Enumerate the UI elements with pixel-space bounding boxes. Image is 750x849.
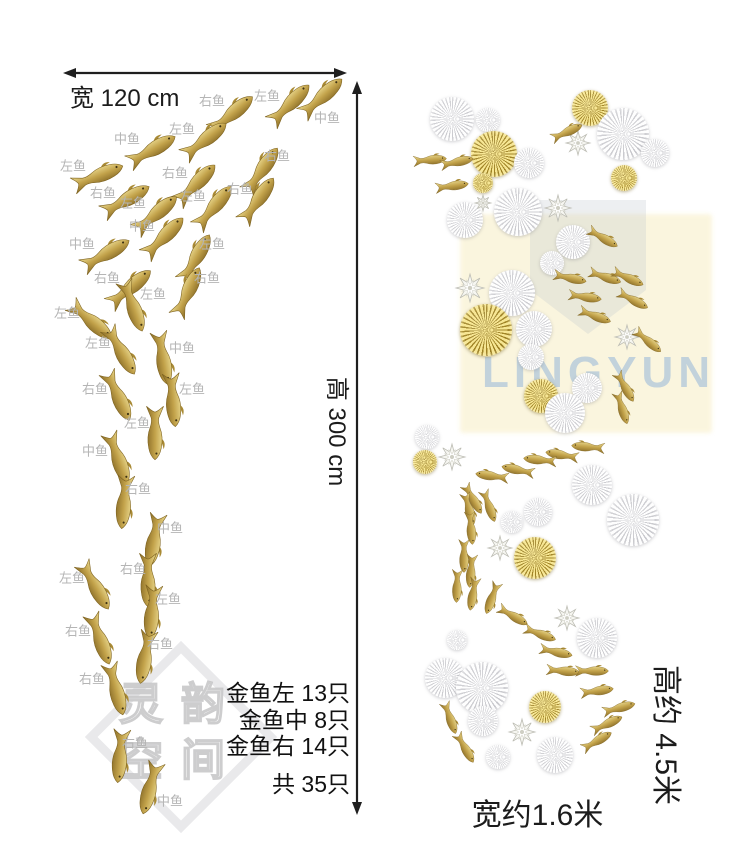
fish-position-label: 中鱼	[68, 236, 96, 252]
fish-position-label: 中鱼	[113, 131, 141, 147]
fish-position-label: 左鱼	[139, 286, 167, 302]
fish-position-label: 右鱼	[64, 623, 92, 639]
fish-position-label: 右鱼	[78, 671, 106, 687]
fish-position-label: 左鱼	[59, 158, 87, 174]
silver-lotus-leaf	[415, 425, 439, 449]
fish-position-label: 右鱼	[161, 165, 189, 181]
fish-position-label: 右鱼	[121, 735, 149, 751]
fish-position-label: 左鱼	[178, 381, 206, 397]
fish-position-label: 右鱼	[198, 93, 226, 109]
gold-lotus-leaf	[473, 173, 493, 193]
height-dimension-label: 高 300 cm	[323, 376, 350, 487]
fish-position-label: 右鱼	[124, 481, 152, 497]
gold-lotus-leaf	[460, 304, 512, 356]
height-dimension-arrow	[352, 81, 362, 815]
silver-lotus-leaf	[540, 251, 564, 275]
gold-lotus-leaf	[413, 450, 437, 474]
fish-position-label: 左鱼	[179, 188, 207, 204]
silver-lotus-leaf	[556, 225, 590, 259]
fish-position-label: 中鱼	[156, 793, 184, 809]
white-lotus-flower	[473, 193, 493, 213]
white-lotus-flower	[437, 442, 467, 472]
fish-position-label: 中鱼	[313, 110, 341, 126]
small-gold-fish	[451, 730, 479, 766]
silver-lotus-leaf	[456, 662, 508, 714]
fish-position-label: 中鱼	[168, 340, 196, 356]
silver-lotus-leaf	[494, 188, 542, 236]
fish-position-label: 左鱼	[253, 88, 281, 104]
count-mid-fish: 金鱼中 8只	[238, 707, 350, 733]
silver-lotus-leaf	[577, 618, 617, 658]
count-right-fish: 金鱼右 14只	[226, 733, 350, 759]
fish-position-label: 中鱼	[156, 520, 184, 536]
gold-lotus-leaf	[514, 537, 556, 579]
small-gold-fish	[579, 682, 615, 699]
fish-position-label: 左鱼	[84, 335, 112, 351]
fish-position-label: 右鱼	[81, 381, 109, 397]
gold-lotus-leaf	[529, 691, 561, 723]
seal-char: 间	[180, 735, 226, 786]
white-lotus-flower	[507, 717, 537, 747]
silver-lotus-leaf	[524, 498, 552, 526]
fish-position-label: 右鱼	[93, 270, 121, 286]
fish-position-label: 右鱼	[193, 270, 221, 286]
white-lotus-flower	[543, 193, 573, 223]
fish-position-label: 右鱼	[263, 148, 291, 164]
count-total-fish: 共 35只	[272, 771, 350, 797]
white-lotus-flower	[486, 534, 514, 562]
white-lotus-flower	[613, 323, 641, 351]
silver-lotus-leaf	[572, 465, 612, 505]
gold-lotus-leaf	[471, 131, 517, 177]
fish-position-label: 左鱼	[119, 195, 147, 211]
silver-lotus-leaf	[607, 494, 659, 546]
fish-position-label: 右鱼	[89, 185, 117, 201]
white-lotus-flower	[564, 129, 592, 157]
fish-position-label: 右鱼	[146, 636, 174, 652]
fish-position-label: 中鱼	[81, 443, 109, 459]
white-lotus-flower	[454, 272, 486, 304]
silver-lotus-leaf	[476, 108, 500, 132]
gold-lotus-leaf	[611, 165, 637, 191]
fish-position-label: 左鱼	[168, 121, 196, 137]
silver-lotus-leaf	[468, 706, 498, 736]
fish-position-label: 左鱼	[198, 236, 226, 252]
fish-position-label: 左鱼	[154, 591, 182, 607]
seal-char: 韵	[180, 679, 226, 730]
fish-position-label: 左鱼	[58, 570, 86, 586]
fish-position-label: 左鱼	[123, 415, 151, 431]
silver-lotus-leaf	[430, 97, 474, 141]
fish-position-label: 右鱼	[119, 561, 147, 577]
silver-lotus-leaf	[641, 139, 669, 167]
approx-height-label: 高约 4.5米	[649, 664, 682, 806]
fish-position-label: 左鱼	[53, 305, 81, 321]
small-gold-fish	[575, 664, 609, 677]
small-gold-fish	[538, 642, 574, 661]
width-dimension-label: 宽 120 cm	[70, 85, 180, 112]
silver-lotus-leaf	[537, 737, 573, 773]
small-gold-fish	[434, 177, 470, 194]
silver-lotus-leaf	[516, 311, 552, 347]
count-left-fish: 金鱼左 13只	[226, 680, 350, 706]
silver-lotus-leaf	[597, 108, 649, 160]
small-gold-fish	[450, 568, 464, 604]
width-dimension-arrow	[63, 68, 347, 78]
fish-position-label: 中鱼	[128, 218, 156, 234]
silver-lotus-leaf	[447, 202, 483, 238]
approx-width-label: 宽约1.6米	[471, 799, 604, 832]
silver-lotus-leaf	[486, 745, 510, 769]
silver-lotus-leaf	[518, 344, 544, 370]
white-lotus-flower	[553, 604, 581, 632]
silver-lotus-leaf	[514, 148, 544, 178]
silver-lotus-leaf	[545, 393, 585, 433]
silver-lotus-leaf	[501, 511, 523, 533]
fish-position-label: 右鱼	[226, 181, 254, 197]
silver-lotus-leaf	[447, 630, 467, 650]
